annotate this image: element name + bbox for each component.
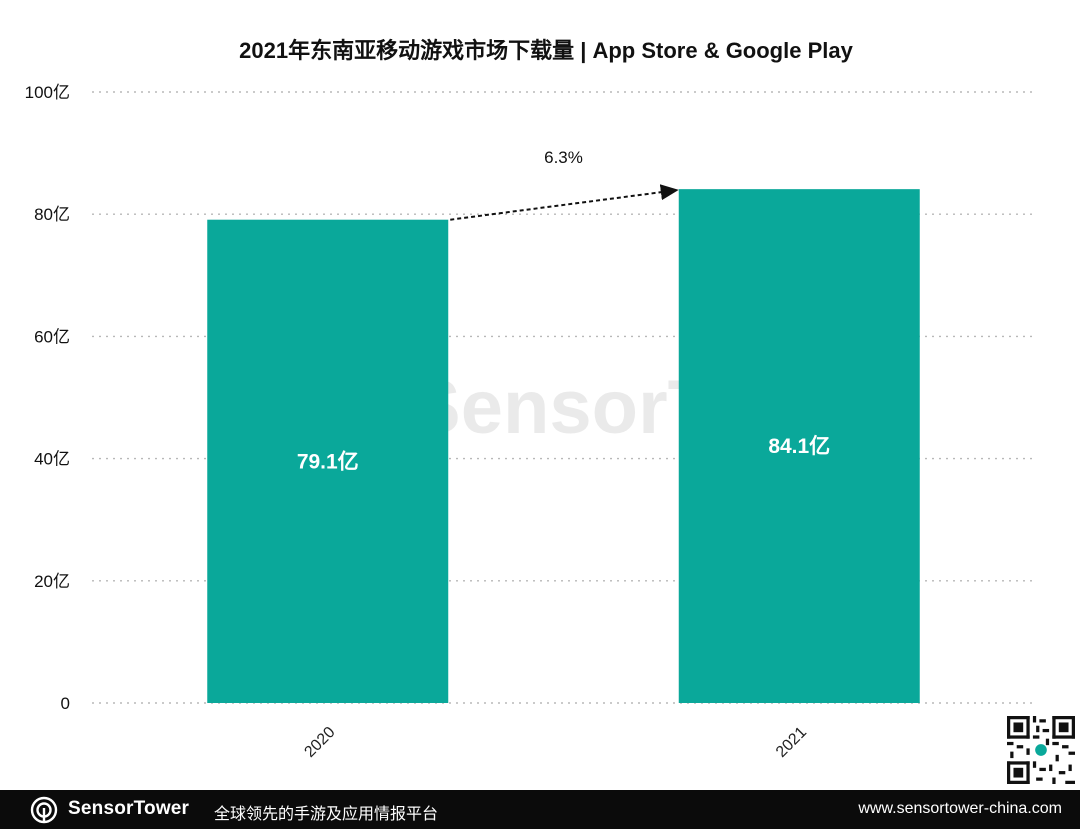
y-tick-label: 40亿 xyxy=(34,450,70,469)
bar-2020 xyxy=(207,219,449,703)
y-tick-label: 80亿 xyxy=(34,205,70,224)
y-tick-label: 20亿 xyxy=(34,572,70,591)
data-labels: 79.1亿 84.1亿 xyxy=(297,434,830,473)
growth-rate-label: 6.3% xyxy=(544,148,583,167)
growth-arrow xyxy=(450,184,679,221)
chart-area: SensorTower 2021年东南亚移动游戏市场下载量 | App Stor… xyxy=(25,38,1035,761)
footer-url[interactable]: www.sensortower-china.com xyxy=(858,800,1062,817)
chart-title: 2021年东南亚移动游戏市场下载量 | App Store & Google P… xyxy=(239,38,853,63)
footer-tagline: 全球领先的手游及应用情报平台 xyxy=(214,804,439,823)
bar-2021 xyxy=(678,189,920,704)
x-axis-ticks: 2020 2021 xyxy=(301,724,810,761)
y-tick-label: 0 xyxy=(61,694,70,713)
bar-value-label: 79.1亿 xyxy=(297,449,359,473)
y-tick-label: 60亿 xyxy=(34,327,70,346)
qr-code xyxy=(1007,716,1075,784)
sensortower-logo-icon xyxy=(30,796,58,824)
bar-value-label: 84.1亿 xyxy=(768,434,830,458)
bars xyxy=(207,189,920,704)
x-tick-label: 2020 xyxy=(301,724,338,761)
x-tick-label: 2021 xyxy=(773,724,810,761)
footer-brand: SensorTower xyxy=(68,798,190,819)
y-tick-label: 100亿 xyxy=(25,83,70,102)
footer-bar: SensorTower 全球领先的手游及应用情报平台 www.sensortow… xyxy=(0,790,1080,829)
y-axis-ticks: 0 20亿 40亿 60亿 80亿 100亿 xyxy=(25,83,70,713)
growth-annotation: 6.3% xyxy=(450,148,679,221)
bar-chart: SensorTower 2021年东南亚移动游戏市场下载量 | App Stor… xyxy=(25,38,1035,761)
